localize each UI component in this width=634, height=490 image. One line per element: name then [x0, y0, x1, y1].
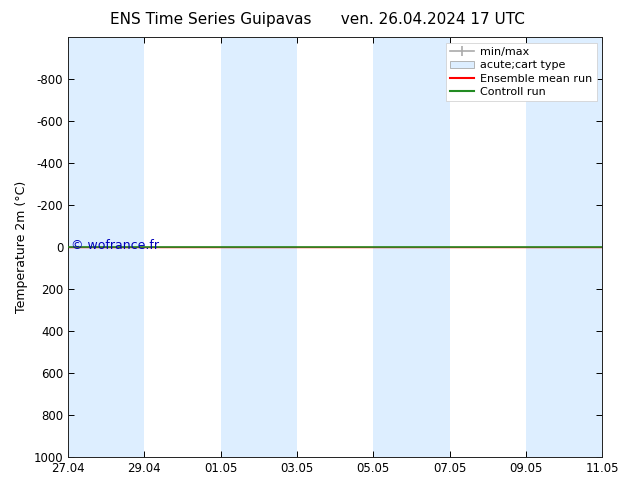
- Text: ENS Time Series Guipavas      ven. 26.04.2024 17 UTC: ENS Time Series Guipavas ven. 26.04.2024…: [110, 12, 524, 27]
- Y-axis label: Temperature 2m (°C): Temperature 2m (°C): [15, 181, 28, 313]
- Bar: [373, 37, 450, 457]
- Bar: [221, 37, 297, 457]
- Text: © wofrance.fr: © wofrance.fr: [71, 239, 158, 252]
- Bar: [68, 37, 145, 457]
- Legend: min/max, acute;cart type, Ensemble mean run, Controll run: min/max, acute;cart type, Ensemble mean …: [446, 43, 597, 101]
- Bar: [526, 37, 602, 457]
